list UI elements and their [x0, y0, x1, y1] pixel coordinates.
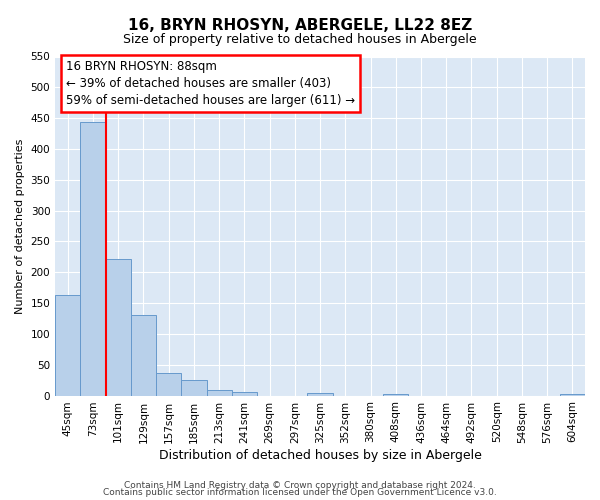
Bar	[131, 316, 156, 396]
Text: Size of property relative to detached houses in Abergele: Size of property relative to detached ho…	[123, 32, 477, 46]
Bar	[181, 380, 206, 396]
Bar	[156, 373, 181, 396]
Bar	[80, 122, 106, 396]
Text: 16 BRYN RHOSYN: 88sqm
← 39% of detached houses are smaller (403)
59% of semi-det: 16 BRYN RHOSYN: 88sqm ← 39% of detached …	[66, 60, 355, 107]
Text: Contains public sector information licensed under the Open Government Licence v3: Contains public sector information licen…	[103, 488, 497, 497]
Bar	[383, 394, 409, 396]
Y-axis label: Number of detached properties: Number of detached properties	[15, 138, 25, 314]
Bar	[106, 260, 131, 396]
Text: Contains HM Land Registry data © Crown copyright and database right 2024.: Contains HM Land Registry data © Crown c…	[124, 480, 476, 490]
Bar	[206, 390, 232, 396]
Text: 16, BRYN RHOSYN, ABERGELE, LL22 8EZ: 16, BRYN RHOSYN, ABERGELE, LL22 8EZ	[128, 18, 472, 32]
Bar	[307, 393, 332, 396]
Bar	[560, 394, 585, 396]
X-axis label: Distribution of detached houses by size in Abergele: Distribution of detached houses by size …	[158, 450, 482, 462]
Bar	[55, 295, 80, 396]
Bar	[232, 392, 257, 396]
